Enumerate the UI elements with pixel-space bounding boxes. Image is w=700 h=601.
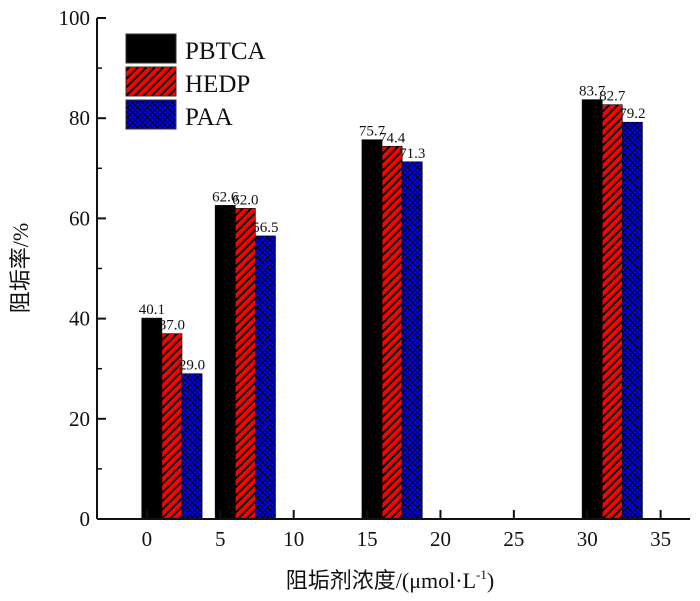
data-label: 62.6 — [212, 189, 239, 205]
y-tick-label: 0 — [80, 507, 91, 531]
bar-pbtca — [361, 139, 383, 520]
x-tick-label: 0 — [142, 527, 153, 551]
x-tick-label: 35 — [650, 527, 671, 551]
x-tick-label: 20 — [430, 527, 451, 551]
data-label: 71.3 — [399, 146, 425, 162]
bars-group — [141, 99, 643, 520]
x-tick-label: 30 — [577, 527, 598, 551]
y-tick-label: 60 — [69, 206, 90, 230]
y-axis-label: 阻垢率/% — [8, 223, 33, 313]
bar-hedp — [234, 208, 256, 520]
legend-swatch-paa — [125, 99, 177, 130]
bar-pbtca — [581, 99, 603, 520]
bar-paa — [255, 235, 276, 520]
bar-hedp — [381, 145, 403, 520]
data-labels-group: 40.137.0 29.0 62.662.0 56.5 75.774.471.3 83.7… — [139, 84, 646, 374]
legend-swatch-pbtca — [125, 33, 177, 64]
x-tick-label: 10 — [283, 527, 304, 551]
legend-label: PBTCA — [185, 38, 266, 65]
data-label: 62.0 — [232, 192, 258, 208]
y-tick-label: 20 — [69, 407, 90, 431]
y-tick-label: 80 — [69, 106, 90, 130]
bar-pbtca — [214, 205, 236, 520]
x-axis-label: 阻垢剂浓度/(μmol·L-1) — [286, 567, 494, 593]
data-label: 37.0 — [159, 318, 185, 334]
data-label: 79.2 — [619, 106, 645, 122]
data-label: 56.5 — [252, 220, 278, 236]
data-label: 29.0 — [179, 358, 205, 374]
bar-paa — [401, 161, 423, 520]
y-tick-label: 100 — [59, 6, 91, 30]
axes-group: 0 20 40 60 80 100 0 5 10 15 20 25 30 35 — [59, 6, 690, 551]
legend-label: HEDP — [185, 71, 250, 98]
legend: PBTCA HEDP PAA — [125, 33, 266, 131]
legend-label: PAA — [185, 104, 233, 131]
bar-hedp — [601, 104, 623, 520]
x-tick-label: 15 — [357, 527, 378, 551]
bar-pbtca — [141, 317, 163, 520]
data-label: 75.7 — [359, 124, 386, 140]
y-tick-label: 40 — [69, 307, 90, 331]
data-label: 82.7 — [599, 89, 626, 105]
bar-paa — [622, 121, 643, 520]
data-label: 74.4 — [379, 130, 406, 146]
x-tick-label: 25 — [503, 527, 524, 551]
data-label: 40.1 — [139, 302, 165, 318]
legend-swatch-hedp — [125, 66, 177, 97]
data-label: 83.7 — [579, 84, 606, 100]
bar-paa — [181, 373, 203, 520]
x-tick-label: 5 — [215, 527, 226, 551]
